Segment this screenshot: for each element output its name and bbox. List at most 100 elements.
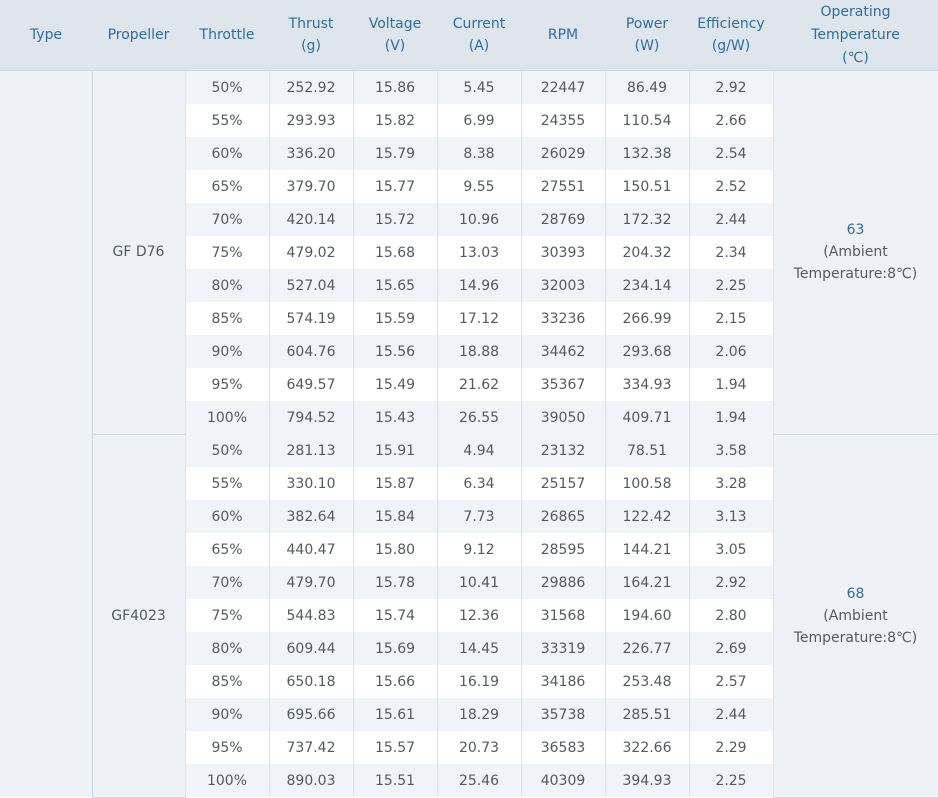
power-cell: 172.32 — [605, 203, 690, 236]
power-cell: 194.60 — [605, 599, 690, 632]
voltage-cell: 15.61 — [353, 698, 438, 731]
table-row: 90% 604.76 15.56 18.88 34462 293.68 2.06 — [0, 335, 938, 368]
table-row: 65% 440.47 15.80 9.12 28595 144.21 3.05 — [0, 533, 938, 566]
throttle-cell: 65% — [185, 170, 270, 203]
current-cell: 12.36 — [437, 599, 522, 632]
efficiency-cell: 2.92 — [689, 566, 774, 599]
thrust-cell: 649.57 — [269, 368, 354, 401]
efficiency-cell: 3.13 — [689, 500, 774, 533]
power-cell: 285.51 — [605, 698, 690, 731]
rpm-cell: 32003 — [521, 269, 606, 302]
power-cell: 204.32 — [605, 236, 690, 269]
power-cell: 164.21 — [605, 566, 690, 599]
header-operating-temperature: Operating Temperature (℃) — [773, 0, 938, 71]
efficiency-cell: 3.58 — [689, 434, 774, 467]
power-cell: 266.99 — [605, 302, 690, 335]
efficiency-cell: 1.94 — [689, 368, 774, 401]
efficiency-cell: 2.92 — [689, 70, 774, 104]
throttle-cell: 75% — [185, 236, 270, 269]
thrust-cell: 650.18 — [269, 665, 354, 698]
table-row: 55% 293.93 15.82 6.99 24355 110.54 2.66 — [0, 104, 938, 137]
header-propeller: Propeller — [92, 0, 185, 71]
rpm-cell: 35738 — [521, 698, 606, 731]
table-row: 75% 544.83 15.74 12.36 31568 194.60 2.80 — [0, 599, 938, 632]
table-row: 70% 420.14 15.72 10.96 28769 172.32 2.44 — [0, 203, 938, 236]
voltage-cell: 15.84 — [353, 500, 438, 533]
current-cell: 9.55 — [437, 170, 522, 203]
table-row: GF4023 50% 281.13 15.91 4.94 23132 78.51 3.58 68… — [0, 434, 938, 798]
rpm-cell: 33236 — [521, 302, 606, 335]
power-cell: 100.58 — [605, 467, 690, 500]
thrust-cell: 794.52 — [269, 401, 354, 434]
throttle-cell: 70% — [185, 203, 270, 236]
power-cell: 78.51 — [605, 434, 690, 467]
current-cell: 14.45 — [437, 632, 522, 665]
operating-temperature-value: 68 — [846, 585, 865, 602]
efficiency-cell: 2.25 — [689, 764, 774, 797]
operating-temperature-value: 63 — [846, 222, 865, 239]
thrust-cell: 890.03 — [269, 764, 354, 797]
throttle-cell: 90% — [185, 698, 270, 731]
table-row: 80% 527.04 15.65 14.96 32003 234.14 2.25 — [0, 269, 938, 302]
efficiency-cell: 2.52 — [689, 170, 774, 203]
power-cell: 132.38 — [605, 137, 690, 170]
throttle-cell: 75% — [185, 599, 270, 632]
power-cell: 322.66 — [605, 731, 690, 764]
rpm-cell: 24355 — [521, 104, 606, 137]
power-cell: 409.71 — [605, 401, 690, 434]
efficiency-cell: 2.44 — [689, 698, 774, 731]
rpm-cell: 34186 — [521, 665, 606, 698]
rpm-cell: 28595 — [521, 533, 606, 566]
current-cell: 8.38 — [437, 137, 522, 170]
thrust-cell: 737.42 — [269, 731, 354, 764]
thrust-cell: 544.83 — [269, 599, 354, 632]
throttle-cell: 100% — [185, 401, 270, 434]
power-cell: 110.54 — [605, 104, 690, 137]
rpm-cell: 27551 — [521, 170, 606, 203]
power-cell: 226.77 — [605, 632, 690, 665]
throttle-cell: 55% — [185, 104, 270, 137]
propeller-cell: GF D76 — [92, 70, 186, 435]
current-cell: 26.55 — [437, 401, 522, 434]
thrust-cell: 252.92 — [269, 70, 354, 104]
header-power: Power (W) — [605, 0, 689, 71]
current-cell: 18.88 — [437, 335, 522, 368]
voltage-cell: 15.79 — [353, 137, 438, 170]
ambient-note-line2: Temperature:8℃) — [793, 266, 918, 283]
efficiency-cell: 2.15 — [689, 302, 774, 335]
rpm-cell: 31568 — [521, 599, 606, 632]
voltage-cell: 15.56 — [353, 335, 438, 368]
efficiency-cell: 3.05 — [689, 533, 774, 566]
header-rpm: RPM — [521, 0, 605, 71]
current-cell: 21.62 — [437, 368, 522, 401]
rpm-cell: 23132 — [521, 434, 606, 467]
voltage-cell: 15.82 — [353, 104, 438, 137]
thrust-cell: 574.19 — [269, 302, 354, 335]
type-cell — [0, 70, 93, 797]
throttle-cell: 85% — [185, 665, 270, 698]
efficiency-cell: 2.80 — [689, 599, 774, 632]
current-cell: 13.03 — [437, 236, 522, 269]
throttle-cell: 95% — [185, 368, 270, 401]
voltage-cell: 15.51 — [353, 764, 438, 797]
efficiency-cell: 2.44 — [689, 203, 774, 236]
current-cell: 5.45 — [437, 70, 522, 104]
thrust-cell: 479.70 — [269, 566, 354, 599]
header-thrust: Thrust (g) — [269, 0, 353, 71]
efficiency-cell: 2.66 — [689, 104, 774, 137]
current-cell: 10.41 — [437, 566, 522, 599]
current-cell: 18.29 — [437, 698, 522, 731]
rpm-cell: 39050 — [521, 401, 606, 434]
efficiency-cell: 2.54 — [689, 137, 774, 170]
voltage-cell: 15.66 — [353, 665, 438, 698]
table-row: 90% 695.66 15.61 18.29 35738 285.51 2.44 — [0, 698, 938, 731]
voltage-cell: 15.57 — [353, 731, 438, 764]
voltage-cell: 15.65 — [353, 269, 438, 302]
ambient-note-line2: Temperature:8℃) — [793, 629, 918, 646]
throttle-cell: 60% — [185, 137, 270, 170]
voltage-cell: 15.91 — [353, 434, 438, 467]
rpm-cell: 25157 — [521, 467, 606, 500]
efficiency-cell: 2.69 — [689, 632, 774, 665]
voltage-cell: 15.49 — [353, 368, 438, 401]
